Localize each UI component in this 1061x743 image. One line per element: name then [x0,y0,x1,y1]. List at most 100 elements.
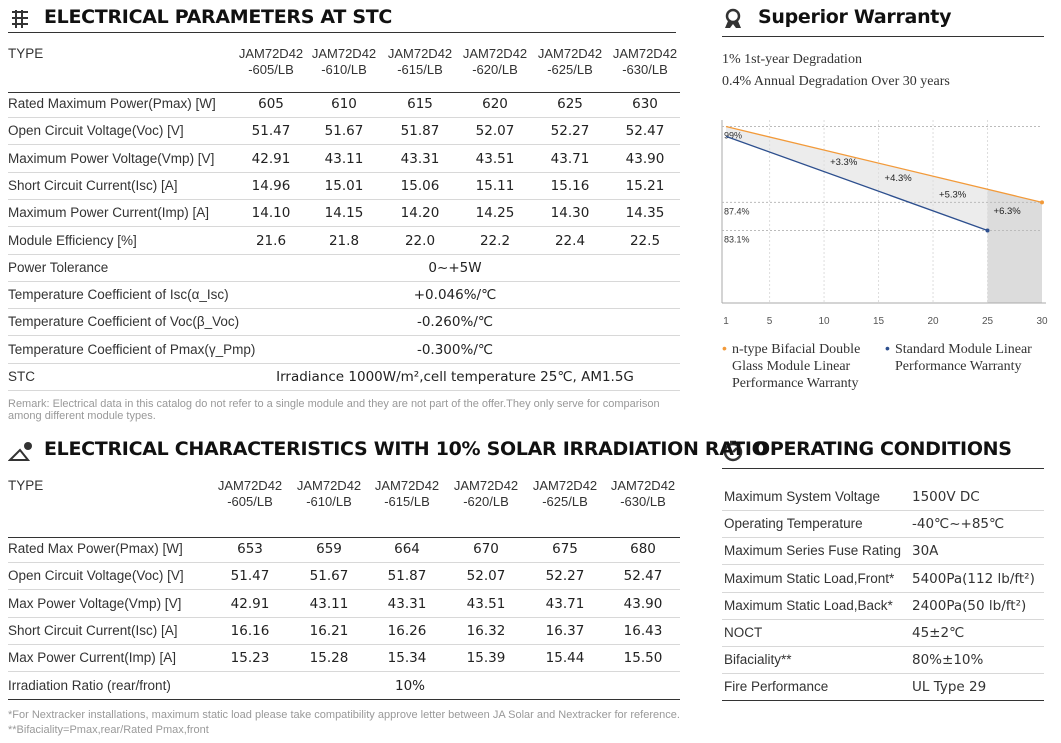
cell-value: 16.16 [230,622,270,639]
cell-value: 14.15 [324,205,364,222]
cell-value: 15.50 [623,650,663,667]
cell-value: 0~+5W [428,259,482,276]
icon-panel [12,10,28,28]
cell-value: 15.21 [625,177,665,194]
shade-end [987,189,1042,303]
cell-value: Irradiance 1000W/m²,cell temperature 25℃… [276,369,634,385]
divider [722,673,1044,675]
model-name: -605/LB [227,494,273,509]
row-label: Max Power Current(Imp) [A] [8,650,177,666]
cell-value: 664 [394,541,420,557]
cell-value: 43.51 [475,150,515,167]
row-value: 45±2℃ [912,625,965,641]
divider [8,280,680,282]
model-name: -610/LB [321,62,367,77]
x-tick-label: 25 [982,316,994,327]
row-value: 5400Pa(112 lb/ft²) [912,570,1035,587]
footnote: **Bifaciality=Pmax,rear/Rated Pmax,front [8,724,209,736]
end-point [985,228,990,233]
cell-value: 43.90 [625,150,665,167]
series-line [725,135,988,232]
section-title: ELECTRICAL CHARACTERISTICS WITH 10% SOLA… [44,438,768,460]
divider [8,335,680,337]
cell-value: 21.8 [328,232,360,249]
shade-gap [726,126,988,231]
row-label: Fire Performance [724,679,829,695]
legend-label: Standard Module Linear Performance Warra… [895,342,1032,374]
cell-value: 43.31 [400,150,440,167]
divider [722,36,1044,37]
row-value: 1500V DC [912,489,980,505]
icon-medal [725,8,741,28]
cell-value: 10% [394,677,426,694]
warranty-line: 1% 1st-year Degradation [722,52,862,67]
model-name: JAM72D42 [311,46,377,61]
cell-value: 51.47 [251,123,291,140]
cell-value: 14.20 [400,205,440,222]
annotation: +3.3% [830,157,858,168]
warranty-chart: 99%87.4%83.1%1 5 10 15 20 25 30+3.3%+4.3%+5.3%… [721,120,1048,327]
divider [8,643,680,645]
divider [722,537,1044,539]
cell-value: 15.16 [550,177,590,194]
y-tick-label: 87.4% [724,206,750,216]
model-name: JAM72D42 [374,478,440,493]
type-label: TYPE [8,478,44,493]
cell-value: -0.300%/℃ [416,341,494,358]
row-label: Short Circuit Current(Isc) [A] [8,622,178,638]
cell-value: 43.71 [550,150,590,167]
row-label: Open Circuit Voltage(Voc) [V] [8,123,184,139]
row-label: Temperature Coefficient of Voc(β_Voc) [8,314,240,330]
cell-value: 620 [482,96,508,112]
cell-value: 52.47 [625,123,665,140]
legend-dot: • [722,340,727,356]
cell-value: 615 [407,96,433,112]
row-label: Open Circuit Voltage(Voc) [V] [8,568,184,584]
divider [8,589,680,591]
divider [722,700,1044,702]
cell-value: 43.11 [309,595,349,612]
cell-value: 15.01 [324,177,364,194]
cell-value: 15.44 [545,650,585,667]
annotation: +4.3% [885,173,913,184]
row-label: NOCT [724,625,763,640]
model-name: JAM72D42 [612,46,678,61]
cell-value: 16.21 [309,622,349,639]
cell-value: -0.260%/℃ [416,314,494,331]
cell-value: 605 [258,96,284,112]
row-label: Bifaciality** [724,652,792,668]
row-label: Maximum Power Current(Imp) [A] [8,205,210,221]
y-tick-label: 83.1% [724,234,750,244]
cell-value: 625 [557,96,583,112]
model-name: JAM72D42 [537,46,603,61]
cell-value: 52.27 [550,123,590,140]
annotation: +6.3% [994,206,1022,217]
annotation: +5.3% [939,190,967,201]
model-name: -605/LB [248,62,294,77]
divider [8,308,680,310]
cell-value: 670 [473,541,499,557]
x-tick-label: 15 [873,316,885,327]
cell-value: 14.30 [550,205,590,222]
divider [8,699,680,700]
divider [8,32,676,33]
type-label: TYPE [8,46,44,61]
row-label: Temperature Coefficient of Isc(α_Isc) [8,287,229,303]
cell-value: 15.34 [387,650,427,667]
model-name: JAM72D42 [532,478,598,493]
divider [722,618,1044,620]
row-label: Irradiation Ratio (rear/front) [8,677,171,693]
cell-value: 43.51 [466,595,506,612]
model-name: JAM72D42 [296,478,362,493]
cell-value: 15.28 [309,650,349,667]
divider [8,117,680,118]
cell-value: 15.23 [230,650,270,667]
cell-value: 42.91 [251,150,291,167]
cell-value: 630 [632,96,658,112]
row-value: -40℃~+85℃ [912,516,1005,533]
model-name: JAM72D42 [462,46,528,61]
x-tick-label: 10 [819,316,831,327]
cell-value: 16.43 [623,622,663,639]
model-name: -615/LB [397,62,443,77]
